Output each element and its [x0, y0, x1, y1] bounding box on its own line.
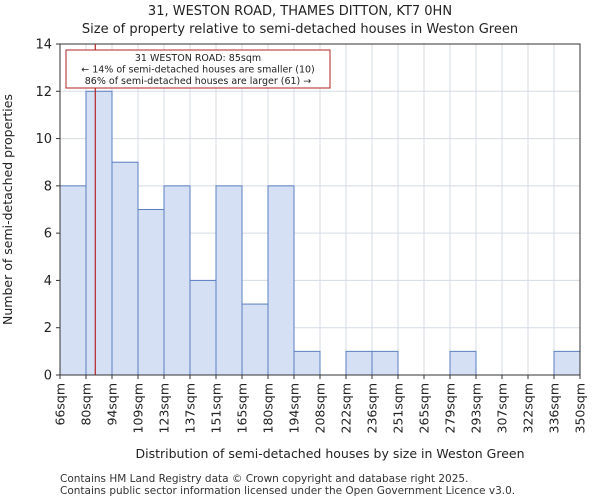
y-tick-label: 12	[35, 85, 52, 100]
x-tick-label: 123sqm	[157, 383, 172, 433]
x-tick-label: 307sqm	[495, 383, 510, 433]
x-tick-label: 165sqm	[235, 383, 250, 433]
chart-title: 31, WESTON ROAD, THAMES DITTON, KT7 0HN	[147, 4, 453, 19]
x-ticks: 66sqm 80sqm 94sqm 109sqm 123sqm 137sqm 151sqm 1…	[53, 375, 588, 433]
footer-line-2: Contains public sector information licen…	[60, 485, 516, 497]
y-tick-label: 2	[44, 321, 52, 336]
x-tick-label: 279sqm	[443, 383, 458, 433]
footer-line-1: Contains HM Land Registry data © Crown c…	[60, 473, 469, 485]
bar-94sqm	[111, 161, 139, 376]
x-tick-label: 322sqm	[521, 383, 536, 433]
x-tick-label: 151sqm	[209, 383, 224, 433]
bar-222sqm	[345, 350, 373, 376]
bar-66sqm	[59, 185, 87, 376]
y-tick-label: 0	[44, 369, 52, 384]
bar-236sqm	[371, 350, 399, 376]
bars	[59, 90, 581, 376]
bar-109sqm	[137, 209, 165, 376]
x-tick-label: 180sqm	[261, 383, 276, 433]
y-tick-label: 4	[44, 274, 52, 289]
histogram-chart: 0 2 4 6 8 10 12 14 66sqm 80sqm 94sqm 109sqm 123sqm 1…	[0, 38, 588, 462]
x-tick-label: 293sqm	[469, 383, 484, 433]
x-tick-label: 194sqm	[287, 383, 302, 433]
annotation-line: 86% of semi-detached houses are larger (…	[85, 76, 312, 87]
bar-279sqm	[449, 350, 477, 376]
bar-336sqm	[553, 350, 581, 376]
x-tick-label: 236sqm	[365, 383, 380, 433]
x-tick-label: 350sqm	[573, 383, 588, 433]
x-tick-label: 80sqm	[79, 383, 94, 426]
x-axis-label: Distribution of semi-detached houses by …	[135, 446, 524, 461]
bar-123sqm	[163, 185, 191, 376]
y-tick-label: 6	[44, 227, 52, 242]
bar-165sqm	[241, 303, 269, 376]
x-tick-label: 336sqm	[547, 383, 562, 433]
x-tick-label: 137sqm	[183, 383, 198, 433]
x-tick-label: 265sqm	[417, 383, 432, 433]
annotation-line: ← 14% of semi-detached houses are smalle…	[81, 65, 315, 76]
bar-194sqm	[293, 350, 321, 376]
x-tick-label: 109sqm	[131, 383, 146, 433]
y-ticks: 0 2 4 6 8 10 12 14	[35, 38, 60, 384]
chart-subtitle: Size of property relative to semi-detach…	[81, 22, 519, 37]
x-tick-label: 251sqm	[391, 383, 406, 433]
x-tick-label: 94sqm	[105, 383, 120, 426]
bar-80sqm	[85, 90, 113, 376]
y-tick-label: 10	[35, 132, 52, 147]
annotation-line: 31 WESTON ROAD: 85sqm	[135, 53, 261, 64]
bar-151sqm	[215, 185, 243, 376]
annotation-border	[65, 49, 331, 89]
annotation-box: 31 WESTON ROAD: 85sqm← 14% of semi-detac…	[65, 49, 331, 89]
y-tick-label: 8	[44, 179, 52, 194]
x-tick-label: 208sqm	[313, 383, 328, 433]
y-tick-label: 14	[35, 38, 52, 53]
y-axis-label: Number of semi-detached properties	[0, 94, 15, 325]
bar-137sqm	[189, 279, 217, 376]
x-tick-label: 222sqm	[339, 383, 354, 433]
x-tick-label: 66sqm	[53, 383, 68, 426]
bar-180sqm	[267, 185, 295, 376]
